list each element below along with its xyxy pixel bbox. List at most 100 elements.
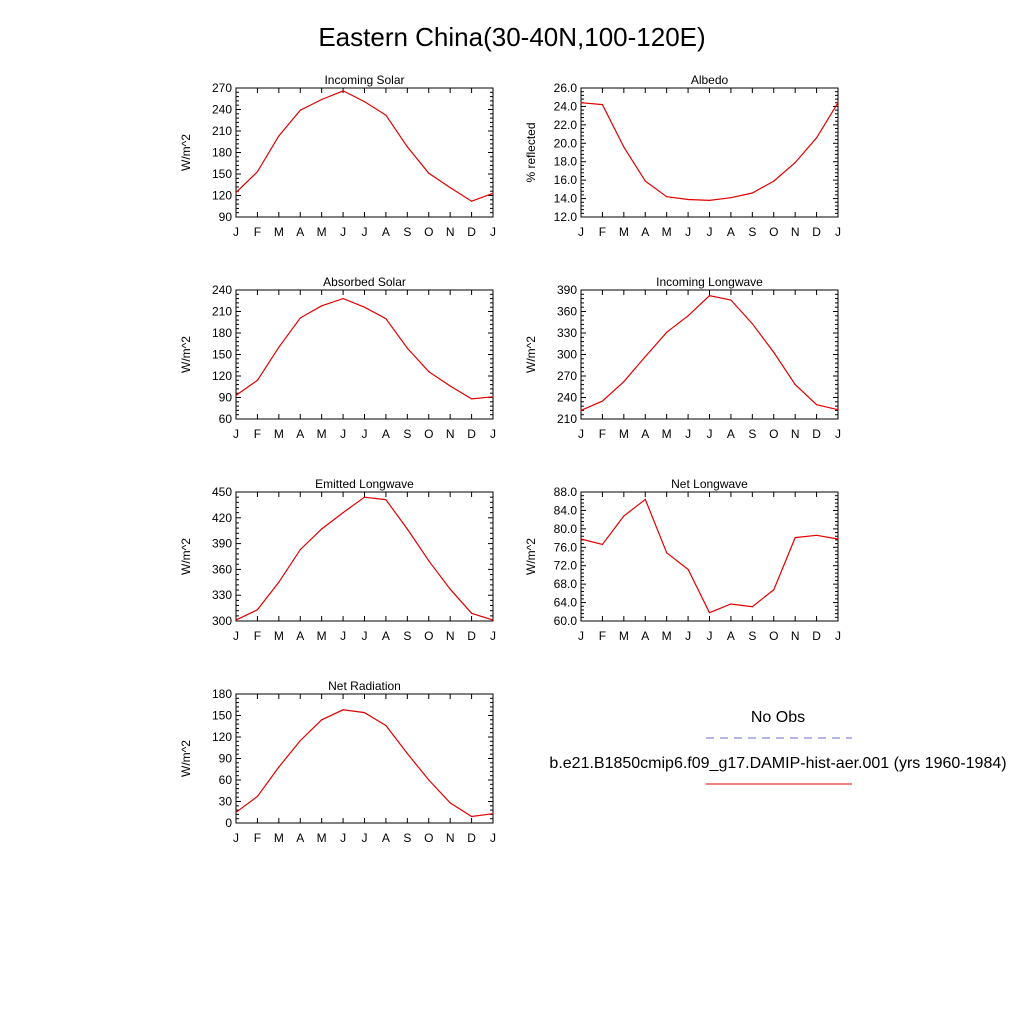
data-point: [644, 180, 646, 182]
y-tick-label: 22.0: [554, 118, 578, 132]
x-tick-label: O: [424, 629, 433, 643]
y-axis-label: W/m^2: [179, 740, 193, 777]
panel-absorbed-solar: Absorbed Solar W/m^2 60 90 120 150 180 210 240 J F…: [179, 275, 496, 441]
data-point: [751, 323, 753, 325]
x-tick-label: M: [317, 831, 327, 845]
x-tick-label: N: [791, 427, 800, 441]
data-point: [342, 512, 344, 514]
x-tick-label: J: [578, 427, 584, 441]
data-point: [773, 351, 775, 353]
y-tick-label: 120: [212, 730, 232, 744]
data-point: [492, 192, 494, 194]
data-point: [601, 543, 604, 546]
x-tick-label: J: [362, 831, 368, 845]
x-tick-label: M: [662, 225, 672, 239]
data-point: [623, 381, 625, 383]
x-tick-label: J: [340, 427, 346, 441]
data-point: [428, 779, 430, 781]
x-tick-label: J: [362, 427, 368, 441]
x-tick-label: J: [362, 225, 368, 239]
x-tick-label: A: [296, 225, 304, 239]
y-tick-label: 360: [557, 305, 577, 319]
panel-title: Incoming Solar: [324, 73, 404, 87]
plot-frame: [580, 87, 839, 218]
panel-incoming-solar: Incoming Solar W/m^2 90 120 150 180 210 240 270 J…: [179, 73, 496, 239]
data-point: [751, 606, 753, 608]
y-tick-label: 0: [225, 816, 232, 830]
data-point: [687, 198, 689, 201]
x-tick-label: S: [403, 831, 411, 845]
data-point: [256, 795, 259, 798]
data-point: [278, 135, 280, 137]
x-tick-label: J: [490, 225, 496, 239]
x-tick-label: O: [424, 831, 433, 845]
y-tick-label: 360: [212, 562, 232, 576]
data-point: [428, 172, 430, 174]
y-tick-label: 88.0: [554, 485, 578, 499]
x-tick-label: D: [812, 427, 821, 441]
x-tick-label: F: [254, 831, 261, 845]
y-tick-label: 30: [219, 795, 233, 809]
series-line: [235, 90, 494, 202]
x-tick-label: J: [685, 225, 691, 239]
panels: Incoming Solar W/m^2 90 120 150 180 210 240 270 J…: [179, 73, 841, 845]
data-point: [815, 137, 818, 139]
panel-title: Net Longwave: [671, 477, 748, 491]
data-point: [342, 709, 344, 711]
data-point: [256, 609, 259, 611]
data-point: [708, 612, 711, 614]
x-tick-label: N: [446, 831, 455, 845]
data-point: [235, 811, 237, 813]
x-tick-label: S: [748, 629, 756, 643]
data-point: [299, 317, 301, 319]
y-tick-label: 84.0: [554, 503, 578, 517]
data-point: [815, 534, 818, 536]
x-tick-label: F: [254, 427, 261, 441]
data-point: [428, 560, 430, 562]
legend-model-label: b.e21.B1850cmip6.f09_g17.DAMIP-hist-aer.…: [549, 755, 1006, 772]
data-point: [794, 537, 796, 539]
y-tick-label: 90: [219, 752, 233, 766]
x-tick-label: A: [296, 629, 304, 643]
panel-emitted-longwave: Emitted Longwave W/m^2 300 330 360 390 420 450 J…: [179, 477, 496, 643]
data-point: [363, 306, 366, 308]
data-point: [342, 298, 344, 300]
y-tick-label: 16.0: [554, 173, 578, 187]
data-point: [666, 331, 668, 333]
data-point: [321, 719, 323, 721]
x-tick-label: J: [707, 629, 713, 643]
panel-incoming-longwave: Incoming Longwave W/m^2 210 240 270 300 330 360…: [524, 275, 841, 441]
y-tick-label: 210: [212, 305, 232, 319]
x-tick-label: M: [274, 225, 284, 239]
y-tick-label: 72.0: [554, 559, 578, 573]
data-point: [235, 192, 237, 194]
x-tick-label: A: [727, 427, 735, 441]
data-point: [601, 400, 604, 402]
x-tick-label: J: [490, 629, 496, 643]
x-tick-label: J: [233, 225, 239, 239]
series-line: [580, 498, 839, 614]
data-point: [644, 356, 646, 358]
y-tick-label: 90: [219, 210, 233, 224]
x-tick-label: A: [641, 427, 649, 441]
data-point: [751, 192, 753, 194]
data-point: [321, 98, 323, 101]
data-point: [708, 199, 711, 202]
x-tick-label: J: [835, 629, 841, 643]
data-point: [580, 409, 582, 411]
x-tick-label: J: [685, 629, 691, 643]
x-tick-label: A: [296, 831, 304, 845]
data-point: [837, 538, 839, 540]
data-point: [449, 187, 451, 189]
data-point: [363, 496, 366, 498]
x-tick-label: O: [424, 427, 433, 441]
y-tick-label: 270: [557, 369, 577, 383]
x-tick-label: J: [707, 225, 713, 239]
data-point: [321, 528, 323, 530]
x-tick-label: O: [769, 629, 778, 643]
y-tick-label: 90: [219, 391, 233, 405]
data-point: [406, 146, 408, 148]
y-tick-label: 330: [212, 588, 232, 602]
y-tick-label: 240: [212, 103, 232, 117]
data-point: [235, 394, 237, 396]
